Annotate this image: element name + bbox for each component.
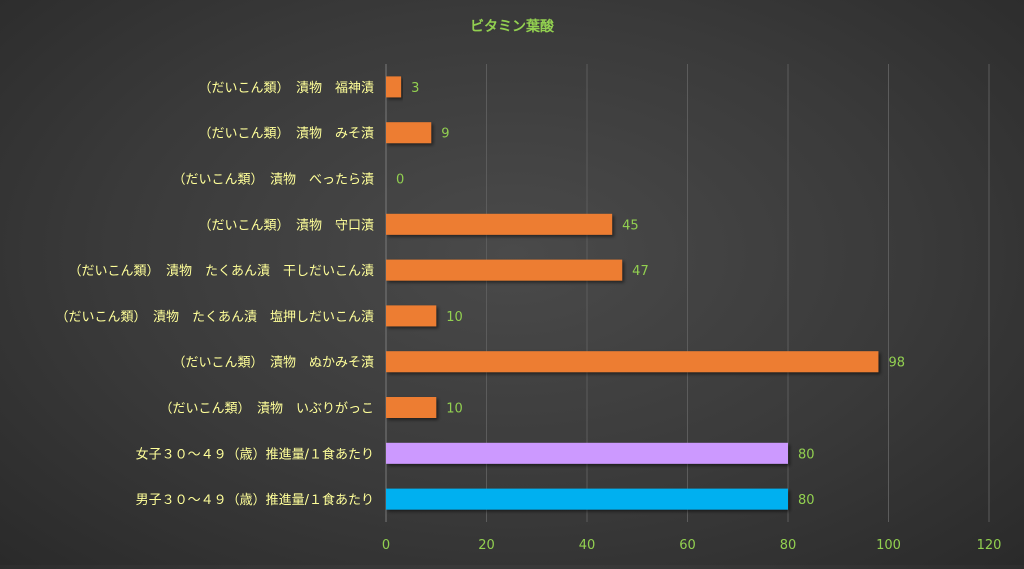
bar bbox=[386, 442, 788, 464]
category-label: 男子３０～４９（歳）推進量/１食あたり bbox=[136, 492, 374, 508]
category-label: （だいこん類） 漬物 福神漬 bbox=[198, 81, 374, 96]
category-label: 女子３０～４９（歳）推進量/１食あたり bbox=[136, 446, 374, 462]
bar bbox=[386, 397, 437, 418]
data-label: 10 bbox=[446, 310, 463, 325]
x-axis-tick-labels: 0 20 40 60 80 100 120 bbox=[382, 538, 1002, 553]
bar bbox=[386, 259, 623, 281]
data-label: 47 bbox=[632, 264, 649, 279]
bar bbox=[386, 351, 879, 373]
data-labels: 3 9 0 45 47 10 98 10 80 80 bbox=[396, 81, 905, 508]
category-label: （だいこん類） 漬物 たくあん漬 干しだいこん漬 bbox=[68, 264, 374, 279]
category-label: （だいこん類） 漬物 いぶりがっこ bbox=[159, 402, 374, 417]
data-label: 98 bbox=[888, 356, 905, 371]
bar bbox=[386, 305, 437, 327]
x-tick-label: 60 bbox=[679, 538, 696, 553]
x-tick-label: 20 bbox=[478, 538, 495, 553]
category-label: （だいこん類） 漬物 べったら漬 bbox=[172, 173, 374, 188]
x-tick-label: 80 bbox=[780, 538, 797, 553]
category-labels: （だいこん類） 漬物 福神漬 （だいこん類） 漬物 みそ漬 （だいこん類） 漬物 べ… bbox=[55, 81, 374, 508]
x-tick-label: 120 bbox=[977, 538, 1002, 553]
data-label: 9 bbox=[441, 127, 449, 142]
x-tick-label: 40 bbox=[579, 538, 596, 553]
gridlines bbox=[385, 64, 990, 522]
category-label: （だいこん類） 漬物 ぬかみそ漬 bbox=[172, 356, 374, 371]
data-label: 80 bbox=[798, 493, 815, 508]
bars bbox=[386, 76, 879, 510]
category-label: （だいこん類） 漬物 みそ漬 bbox=[198, 127, 374, 142]
x-tick-label: 100 bbox=[876, 538, 901, 553]
category-label: （だいこん類） 漬物 守口漬 bbox=[198, 218, 374, 233]
bar bbox=[386, 488, 788, 510]
bar bbox=[386, 76, 402, 98]
data-label: 3 bbox=[411, 81, 419, 96]
data-label: 10 bbox=[446, 402, 463, 417]
data-label: 0 bbox=[396, 173, 404, 188]
x-tick-label: 0 bbox=[382, 538, 390, 553]
chart-title: ビタミン葉酸 bbox=[470, 18, 555, 35]
data-label: 80 bbox=[798, 447, 815, 462]
data-label: 45 bbox=[622, 218, 639, 233]
category-label: （だいこん類） 漬物 たくあん漬 塩押しだいこん漬 bbox=[55, 310, 374, 325]
bar bbox=[386, 122, 432, 144]
bar bbox=[386, 213, 613, 235]
